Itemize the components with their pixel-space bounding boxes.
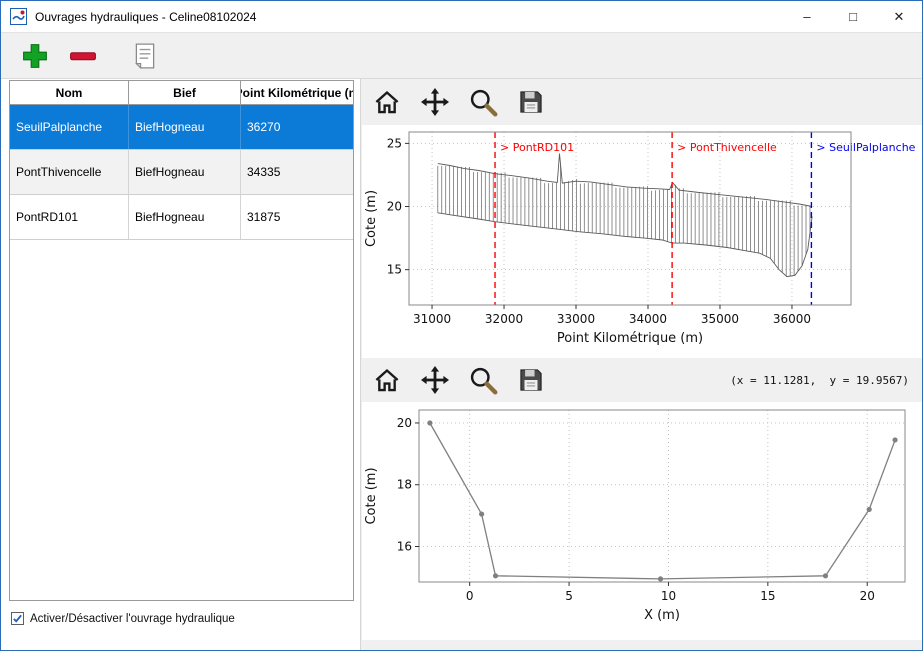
zoom-button[interactable] — [465, 84, 501, 120]
longitudinal-profile-chart[interactable]: > PontRD101 > PontThivencelle > SeuilPalpl… — [362, 125, 923, 358]
pan-icon — [421, 366, 449, 394]
plots-panel: > PontRD101 > PontThivencelle > SeuilPalpl… — [360, 79, 923, 650]
add-structure-button[interactable] — [19, 40, 51, 72]
activate-structure-checkbox[interactable]: Activer/Désactiver l'ouvrage hydraulique — [11, 612, 235, 625]
titlebar: Ouvrages hydrauliques - Celine08102024 –… — [1, 1, 922, 33]
table-row-pontrd101[interactable]: PontRD101 BiefHogneau 31875 — [10, 195, 353, 240]
table-header: Nom Bief Point Kilométrique (m — [10, 81, 353, 105]
cell-nom[interactable]: SeuilPalplanche — [10, 105, 129, 149]
svg-text:Cote (m): Cote (m) — [364, 467, 379, 524]
cell-nom[interactable]: PontRD101 — [10, 195, 129, 239]
table-row-seuilpalplanche[interactable]: SeuilPalplanche BiefHogneau 36270 — [10, 105, 353, 150]
app-icon — [10, 8, 27, 25]
svg-text:18: 18 — [397, 478, 412, 492]
svg-text:Point Kilométrique (m): Point Kilométrique (m) — [557, 331, 703, 346]
cell-bief[interactable]: BiefHogneau — [129, 105, 241, 149]
svg-text:35000: 35000 — [701, 312, 739, 326]
pan-button[interactable] — [417, 362, 453, 398]
svg-text:> PontRD101: > PontRD101 — [500, 141, 574, 154]
main-toolbar — [1, 33, 922, 79]
svg-text:20: 20 — [860, 589, 875, 603]
cell-pk[interactable]: 36270 — [247, 120, 281, 134]
minimize-button[interactable]: – — [803, 9, 811, 24]
svg-text:Cote (m): Cote (m) — [364, 190, 379, 247]
profile-plot-toolbar — [361, 79, 922, 125]
document-icon — [135, 43, 155, 69]
save-icon — [520, 91, 542, 113]
main-area: Nom Bief Point Kilométrique (m SeuilPalp… — [1, 79, 922, 650]
svg-text:16: 16 — [397, 539, 412, 553]
svg-text:15: 15 — [387, 263, 402, 277]
zoom-icon — [470, 89, 498, 117]
save-button[interactable] — [513, 362, 549, 398]
window-title: Ouvrages hydrauliques - Celine08102024 — [35, 9, 257, 24]
svg-text:20: 20 — [387, 200, 402, 214]
edit-structure-button[interactable] — [129, 40, 161, 72]
plus-icon — [23, 43, 47, 68]
column-header-bief[interactable]: Bief — [129, 81, 241, 104]
svg-text:25: 25 — [387, 136, 402, 150]
window-controls: – □ ✕ — [784, 1, 922, 33]
section-plot-toolbar: (x = 11.1281, y = 19.9567) — [361, 358, 922, 402]
close-button[interactable]: ✕ — [893, 8, 905, 24]
svg-text:X (m): X (m) — [644, 608, 680, 623]
zoom-button[interactable] — [465, 362, 501, 398]
cell-bief[interactable]: BiefHogneau — [129, 150, 241, 194]
checkbox-box[interactable] — [11, 612, 24, 625]
cell-pk[interactable]: 34335 — [247, 165, 281, 179]
zoom-icon — [470, 367, 498, 395]
svg-text:0: 0 — [466, 589, 474, 603]
svg-text:5: 5 — [565, 589, 573, 603]
svg-text:33000: 33000 — [557, 312, 595, 326]
remove-structure-button[interactable] — [67, 40, 99, 72]
column-header-pk[interactable]: Point Kilométrique (m — [241, 85, 353, 100]
cell-bief[interactable]: BiefHogneau — [129, 195, 241, 239]
save-icon — [520, 369, 542, 391]
svg-text:> SeuilPalplanche: > SeuilPalplanche — [816, 141, 915, 154]
checkbox-label: Activer/Désactiver l'ouvrage hydraulique — [30, 612, 235, 625]
check-icon — [13, 614, 22, 623]
svg-text:15: 15 — [760, 589, 775, 603]
cell-nom[interactable]: PontThivencelle — [10, 150, 129, 194]
svg-text:> PontThivencelle: > PontThivencelle — [677, 141, 777, 154]
save-button[interactable] — [513, 84, 549, 120]
cursor-coordinates: (x = 11.1281, y = 19.9567) — [730, 373, 909, 387]
svg-text:10: 10 — [661, 589, 676, 603]
svg-text:36000: 36000 — [773, 312, 811, 326]
home-button[interactable] — [369, 362, 405, 398]
home-icon — [375, 90, 399, 114]
structures-table: Nom Bief Point Kilométrique (m SeuilPalp… — [9, 80, 354, 601]
svg-text:34000: 34000 — [629, 312, 667, 326]
cell-pk[interactable]: 31875 — [247, 210, 281, 224]
home-icon — [375, 368, 399, 392]
pan-button[interactable] — [417, 84, 453, 120]
home-button[interactable] — [369, 84, 405, 120]
column-header-nom[interactable]: Nom — [10, 81, 129, 104]
svg-text:31000: 31000 — [413, 312, 451, 326]
table-row-pontthivencelle[interactable]: PontThivencelle BiefHogneau 34335 — [10, 150, 353, 195]
maximize-button[interactable]: □ — [849, 9, 857, 24]
cross-section-chart[interactable]: 0 5 10 15 20 16 18 20 X (m) Cote (m) — [362, 402, 923, 640]
pan-icon — [421, 88, 449, 116]
svg-text:20: 20 — [397, 416, 412, 430]
minus-icon — [70, 51, 96, 60]
svg-text:32000: 32000 — [485, 312, 523, 326]
